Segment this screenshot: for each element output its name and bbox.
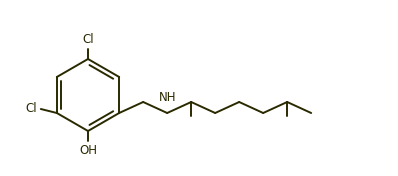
Text: NH: NH <box>158 91 176 104</box>
Text: Cl: Cl <box>82 33 94 46</box>
Text: OH: OH <box>79 144 97 157</box>
Text: Cl: Cl <box>25 102 37 115</box>
